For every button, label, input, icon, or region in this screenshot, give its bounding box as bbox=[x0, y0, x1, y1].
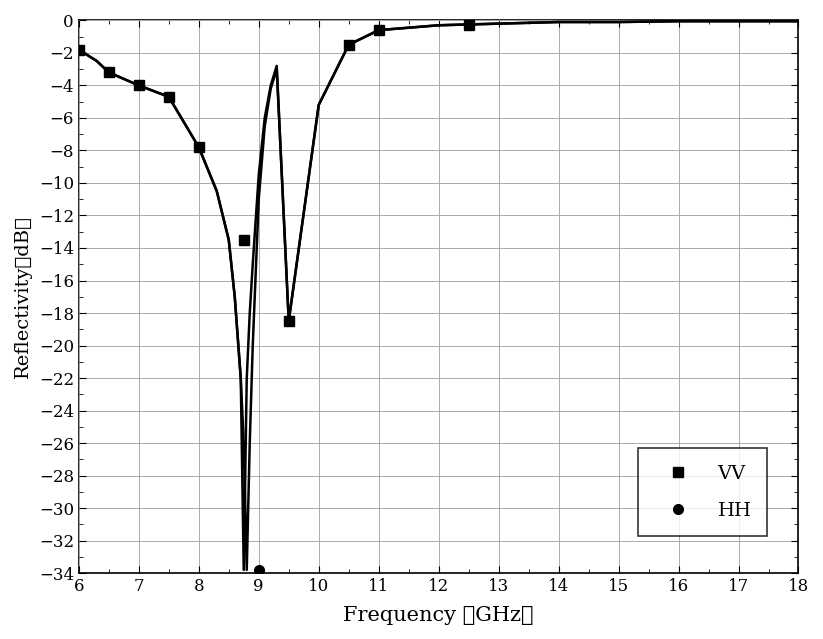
VV bbox=[194, 143, 204, 151]
HH bbox=[284, 318, 294, 325]
VV bbox=[164, 93, 174, 100]
Line: HH: HH bbox=[74, 26, 384, 574]
HH bbox=[134, 82, 144, 89]
HH bbox=[344, 41, 354, 49]
Line: VV: VV bbox=[74, 20, 473, 326]
HH bbox=[164, 93, 174, 100]
HH bbox=[374, 26, 384, 34]
HH bbox=[74, 46, 84, 54]
VV bbox=[463, 22, 473, 29]
Y-axis label: Reflectivity（dB）: Reflectivity（dB） bbox=[14, 215, 32, 378]
VV bbox=[74, 46, 84, 54]
VV bbox=[104, 68, 114, 76]
HH bbox=[194, 143, 204, 151]
VV bbox=[344, 41, 354, 49]
HH bbox=[104, 68, 114, 76]
VV bbox=[134, 82, 144, 89]
HH bbox=[253, 566, 263, 574]
Legend: VV, HH: VV, HH bbox=[638, 449, 767, 535]
VV bbox=[284, 318, 294, 325]
VV bbox=[374, 26, 384, 34]
VV bbox=[239, 236, 249, 243]
HH bbox=[239, 236, 249, 243]
X-axis label: Frequency （GHz）: Frequency （GHz） bbox=[343, 606, 534, 625]
